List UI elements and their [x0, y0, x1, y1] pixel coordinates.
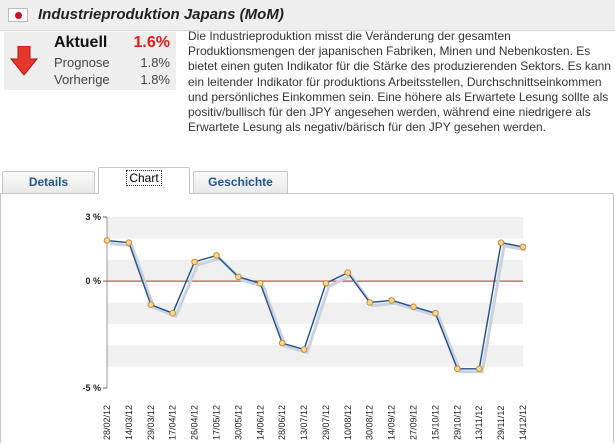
data-point [235, 273, 242, 281]
arrow-down-icon [10, 46, 38, 76]
data-point [300, 346, 308, 353]
data-point [169, 309, 176, 317]
x-tick-label: 13/07/12 [299, 405, 309, 440]
data-point [125, 239, 133, 246]
data-point [410, 303, 417, 311]
x-tick-label: 10/08/12 [343, 405, 353, 440]
forecast-value: 1.8% [140, 55, 170, 70]
x-tick-label: 14/12/12 [518, 405, 528, 440]
y-tick-label: -5 % [82, 383, 101, 393]
series-line [106, 239, 524, 370]
actual-label: Aktuell [54, 34, 108, 51]
data-point [497, 239, 505, 246]
data-point [322, 279, 330, 287]
tab-chart[interactable]: Chart [98, 167, 190, 194]
actual-row: Aktuell 1.6% [54, 34, 174, 54]
tab-chart-label: Chart [126, 170, 162, 186]
data-point [454, 365, 461, 373]
indicator-description: Die Industrieproduktion misst die Veränd… [188, 29, 611, 135]
x-tick-label: 28/06/12 [277, 405, 287, 440]
tab-geschichte[interactable]: Geschichte [193, 171, 288, 193]
x-tick-label: 30/08/12 [365, 405, 375, 440]
data-point [519, 243, 527, 251]
x-tick-label: 13/11/12 [474, 406, 484, 440]
x-tick-label: 29/03/12 [146, 405, 156, 440]
data-point [103, 237, 111, 244]
chart-band [107, 217, 523, 239]
forecast-label: Prognose [54, 55, 110, 70]
title-bar: Industrieproduktion Japans (MoM) [0, 0, 615, 31]
previous-label: Vorherige [54, 72, 110, 87]
data-point [191, 258, 198, 266]
x-tick-label: 14/06/12 [255, 405, 265, 440]
data-point [256, 279, 264, 287]
x-tick-label: 17/04/12 [168, 405, 178, 440]
x-tick-label: 29/07/12 [321, 405, 331, 440]
actual-value: 1.6% [133, 34, 170, 51]
x-tick-label: 29/10/12 [452, 405, 462, 440]
x-tick-label: 29/11/12 [496, 406, 506, 440]
values-panel: Aktuell 1.6% Prognose 1.8% Vorherige 1.8… [4, 32, 176, 90]
x-tick-label: 15/10/12 [430, 405, 440, 440]
data-point [344, 269, 352, 276]
tab-details[interactable]: Details [2, 171, 95, 193]
x-tick-label: 14/03/12 [124, 405, 134, 440]
data-point [147, 301, 155, 308]
data-point [432, 309, 439, 317]
x-tick-label: 26/04/12 [190, 405, 200, 440]
data-point [278, 339, 286, 347]
page-title: Industrieproduktion Japans (MoM) [38, 6, 284, 23]
chart-panel: 3 % 0 % -5 % 28/02/12 14/03/12 29/03/12 17/04/… [0, 193, 614, 443]
japan-flag-icon [8, 8, 28, 22]
data-point [475, 365, 483, 373]
chart-band [107, 259, 523, 282]
data-point [388, 297, 395, 304]
series-line-shadow [109, 242, 527, 374]
x-tick-label: 14/09/12 [387, 405, 397, 440]
data-point [213, 252, 220, 259]
data-point [366, 299, 374, 306]
x-tick-label: 30/05/12 [233, 405, 243, 440]
x-tick-label: 27/09/12 [409, 405, 419, 440]
previous-value: 1.8% [140, 72, 170, 87]
x-tick-label: 17/05/12 [211, 405, 221, 440]
y-tick-label: 3 % [85, 212, 101, 222]
x-tick-label: 28/02/12 [102, 405, 112, 440]
line-chart: 3 % 0 % -5 % 28/02/12 14/03/12 29/03/12 17/04/… [82, 212, 528, 440]
chart-band [107, 345, 523, 367]
y-tick-label: 0 % [85, 276, 101, 286]
